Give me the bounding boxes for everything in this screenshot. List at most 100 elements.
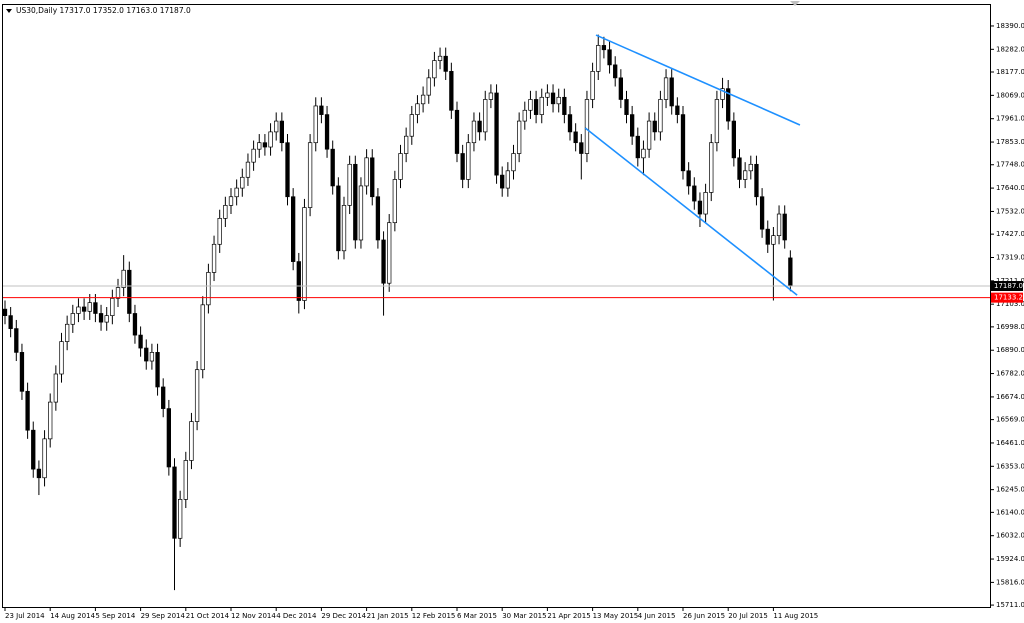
candle-body — [454, 109, 460, 154]
candle-body — [652, 120, 657, 133]
y-tick-label: 15711.0 — [996, 601, 1024, 609]
candle-body — [172, 466, 177, 539]
y-tick-label: 16353.0 — [996, 462, 1024, 470]
candle-body — [149, 352, 155, 362]
candle-body — [138, 334, 143, 349]
candle-body — [127, 269, 132, 314]
candle-body — [200, 304, 205, 371]
candle-body — [437, 55, 443, 61]
candle-body — [776, 213, 782, 237]
candle-body — [81, 306, 87, 312]
candle-body — [737, 157, 742, 180]
candle-body — [336, 185, 341, 252]
y-tick-label: 17211.0 — [996, 277, 1024, 285]
x-tick-label: 20 Jul 2015 — [728, 612, 768, 620]
candle-body — [70, 313, 75, 325]
candle-body — [658, 99, 663, 133]
candle-body — [488, 92, 494, 100]
candle-body — [285, 142, 290, 198]
candle-body — [720, 88, 725, 100]
candle-body — [466, 142, 471, 180]
candle-body — [709, 142, 714, 193]
candle-body — [471, 120, 477, 144]
candle-body — [556, 96, 561, 105]
candle-body — [731, 120, 736, 159]
candle-body — [330, 148, 335, 187]
y-tick-label: 17640.0 — [996, 184, 1024, 192]
candle-body — [302, 207, 307, 301]
trend-line — [584, 127, 798, 296]
price-label: 17187.0 — [994, 282, 1023, 290]
y-tick-label: 17319.0 — [996, 253, 1024, 261]
candle-body — [76, 306, 81, 314]
candle-body — [31, 429, 36, 470]
candle-body — [262, 142, 268, 148]
y-tick-label: 16890.0 — [996, 346, 1024, 354]
candle-body — [251, 148, 256, 163]
candle-body — [155, 352, 160, 388]
candle-body — [14, 328, 19, 353]
trend-line — [595, 34, 801, 126]
candle-body — [48, 401, 53, 440]
candle-body — [353, 163, 358, 241]
candle-body — [36, 468, 42, 479]
candle-body — [788, 257, 793, 287]
candle-body — [500, 174, 505, 189]
candle-body — [426, 77, 431, 96]
y-tick-label: 18069.0 — [996, 91, 1024, 99]
candle-body — [223, 205, 228, 219]
y-tick-label: 18282.0 — [996, 45, 1024, 53]
y-tick-label: 16140.0 — [996, 508, 1024, 516]
candle-body — [161, 386, 166, 409]
candle-body — [211, 243, 217, 273]
candle-body — [590, 71, 595, 100]
candle-body — [53, 373, 58, 403]
y-tick-label: 16245.0 — [996, 486, 1024, 494]
candle-body — [449, 71, 454, 111]
chart-title: US30,Daily 17317.0 17352.0 17163.0 17187… — [16, 6, 191, 15]
candle-body — [87, 302, 92, 312]
candle-body — [550, 92, 556, 105]
candle-body — [765, 228, 770, 245]
candle-body — [381, 239, 386, 284]
candle-body — [347, 163, 352, 206]
candle-body — [686, 170, 691, 187]
candle-body — [274, 120, 279, 133]
menu-icon[interactable] — [6, 9, 12, 13]
x-tick-label: 4 Dec 2014 — [276, 612, 317, 620]
candle-body — [477, 120, 482, 133]
y-tick-label: 15816.0 — [996, 578, 1024, 586]
x-tick-label: 21 Oct 2014 — [186, 612, 230, 620]
candle-body — [692, 185, 697, 202]
candle-body — [511, 153, 516, 172]
candle-body — [505, 170, 510, 189]
candle-body — [183, 460, 188, 500]
y-tick-label: 17427.0 — [996, 230, 1024, 238]
candle-body — [516, 120, 522, 154]
candle-body — [319, 105, 324, 115]
candle-body — [194, 369, 200, 422]
x-tick-label: 12 Feb 2015 — [412, 612, 456, 620]
candle-body — [178, 499, 183, 539]
candle-body — [545, 92, 550, 98]
candle-body — [646, 120, 652, 150]
candle-body — [759, 196, 765, 230]
y-tick-label: 16569.0 — [996, 416, 1024, 424]
plot-frame — [2, 4, 991, 608]
candle-body — [121, 269, 126, 288]
scroll-marker[interactable] — [790, 1, 800, 6]
candle-body — [257, 142, 262, 150]
candle-body — [166, 408, 172, 468]
y-tick-label: 18390.0 — [996, 22, 1024, 30]
candle-body — [279, 120, 284, 144]
candle-body — [64, 323, 70, 342]
candle-body — [59, 341, 64, 375]
candle-body — [387, 222, 392, 284]
candle-body — [234, 187, 239, 198]
x-tick-label: 21 Apr 2015 — [547, 612, 590, 620]
candle-body — [42, 438, 47, 479]
y-tick-label: 15924.0 — [996, 555, 1024, 563]
candle-body — [601, 45, 607, 51]
y-tick-label: 16998.0 — [996, 323, 1024, 331]
candle-body — [324, 114, 330, 150]
